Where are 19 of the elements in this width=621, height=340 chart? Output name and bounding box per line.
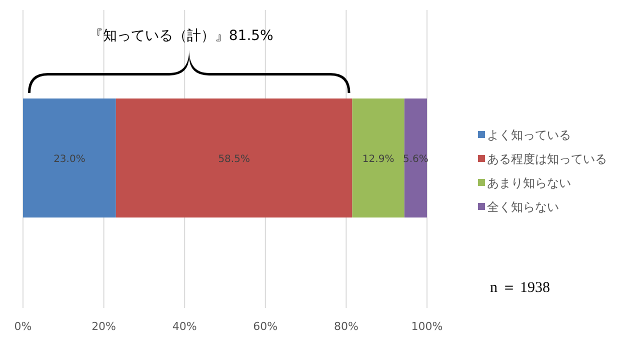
x-tick-label: 0%	[14, 320, 32, 333]
x-tick-label: 40%	[172, 320, 197, 333]
annotation: 『知っている（計）』81.5%	[88, 28, 274, 44]
bar	[404, 98, 427, 218]
x-tick-label: 100%	[411, 320, 443, 333]
legend-label: ある程度は知っている	[487, 152, 607, 166]
x-tick-label: 20%	[92, 320, 116, 333]
data-label: 12.9%	[362, 154, 394, 165]
bar	[116, 98, 352, 218]
legend-label: あまり知らない	[487, 176, 571, 190]
data-label: 23.0%	[54, 154, 86, 165]
text: n ＝ 1938	[490, 280, 550, 296]
data-label: 58.5%	[218, 154, 250, 165]
x-tick-label: 80%	[334, 320, 358, 333]
legend-label: 全く知らない	[487, 200, 559, 214]
bar	[23, 98, 116, 218]
bar	[352, 98, 404, 218]
legend-label: よく知っている	[487, 128, 571, 142]
x-tick-label: 60%	[253, 320, 278, 333]
